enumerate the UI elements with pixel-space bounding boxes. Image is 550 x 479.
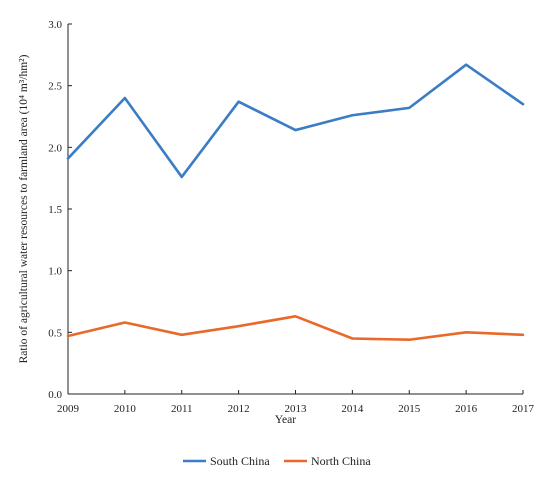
y-ticks: 0.0 0.5 1.0 1.5 2.0 2.5 3.0 bbox=[48, 19, 72, 401]
y-tick-label: 0.0 bbox=[48, 389, 62, 401]
y-tick-label: 1.5 bbox=[48, 204, 62, 216]
x-tick-label: 2016 bbox=[455, 403, 478, 415]
y-tick-label: 3.0 bbox=[48, 19, 62, 31]
legend-item-south-china: South China bbox=[183, 454, 270, 468]
series-line-south-china bbox=[66, 63, 525, 179]
x-tick-label: 2009 bbox=[57, 403, 80, 415]
legend: South China North China bbox=[183, 454, 371, 468]
legend-label: North China bbox=[311, 454, 371, 468]
series-layer bbox=[66, 63, 525, 342]
x-tick-label: 2013 bbox=[285, 403, 308, 415]
x-tick-label: 2015 bbox=[398, 403, 421, 415]
y-tick-label: 1.0 bbox=[48, 266, 62, 278]
x-axis-title: Year bbox=[275, 414, 296, 426]
x-tick-label: 2010 bbox=[114, 403, 137, 415]
x-tick-label: 2011 bbox=[171, 403, 193, 415]
legend-label: South China bbox=[210, 454, 270, 468]
y-axis-title: Ratio of agricultural water resources to… bbox=[18, 54, 30, 363]
x-ticks: 2009 2010 2011 2012 2013 2014 2015 2016 2017 bbox=[57, 390, 535, 415]
y-tick-label: 2.5 bbox=[48, 81, 62, 93]
series-line-north-china bbox=[66, 314, 525, 342]
y-tick-label: 0.5 bbox=[48, 327, 62, 339]
legend-item-north-china: North China bbox=[284, 454, 371, 468]
x-tick-label: 2012 bbox=[228, 403, 250, 415]
y-tick-label: 2.0 bbox=[48, 142, 62, 154]
x-tick-label: 2014 bbox=[341, 403, 364, 415]
axes: 0.00.51.01.52.02.53.0 2009 2010 2011 2012 20… bbox=[48, 19, 534, 415]
x-tick-label: 2017 bbox=[512, 403, 535, 415]
